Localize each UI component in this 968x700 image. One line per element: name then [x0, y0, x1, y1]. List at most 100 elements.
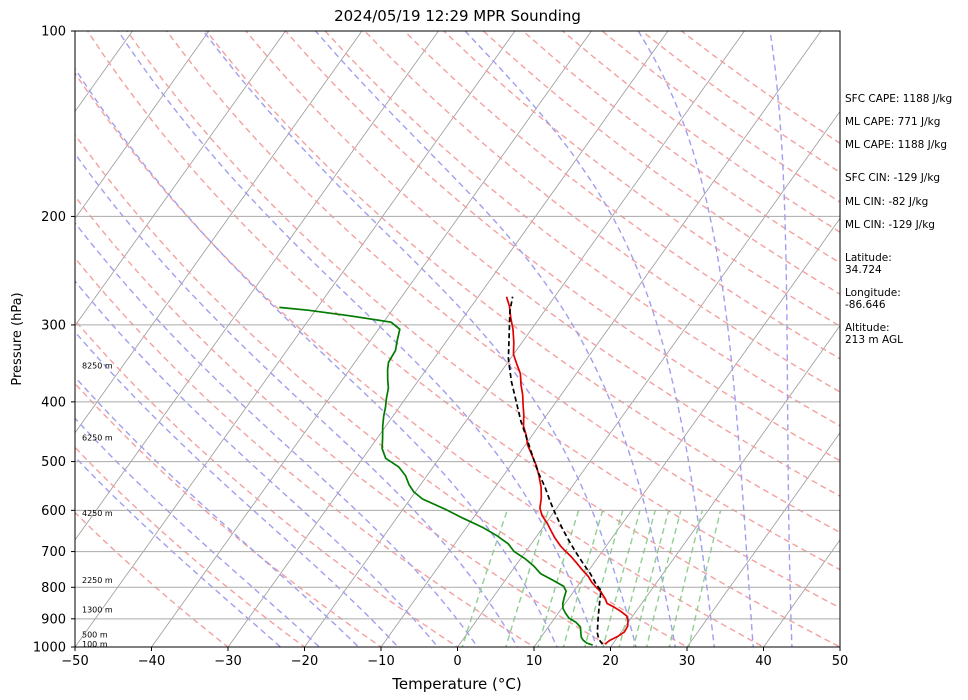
mixing-ratio-line [602, 510, 641, 647]
y-tick-label: 600 [41, 504, 66, 519]
longitude-value: -86.646 [845, 299, 886, 311]
longitude-block: Longitude: -86.646 [845, 287, 901, 311]
sfc-cape-text: SFC CAPE: 1188 J/kg [845, 93, 953, 105]
dry-adiabat-line [75, 195, 612, 647]
x-axis-label: Temperature (°C) [391, 675, 521, 693]
y-tick-label: 300 [41, 318, 66, 333]
mixing-ratio-line [584, 510, 624, 647]
moist-adiabat-line [75, 417, 321, 647]
mixing-ratio-line [632, 510, 670, 647]
moist-adiabat-line [464, 31, 716, 647]
y-tick-label: 500 [41, 455, 66, 470]
isotherm-line [75, 31, 210, 220]
height-label: 2250 m [82, 576, 113, 585]
ml-cin-alt-text: ML CIN: -129 J/kg [845, 219, 935, 231]
y-tick-label: 100 [41, 25, 66, 40]
y-tick-label: 700 [41, 545, 66, 560]
x-tick-label: −50 [61, 654, 88, 669]
isotherm-line [75, 31, 439, 541]
moist-adiabat-line [117, 31, 598, 647]
isotherm-line [151, 31, 592, 647]
height-label: 4250 m [82, 509, 113, 518]
dry-adiabat-line [205, 31, 840, 534]
dry-adiabat-line [442, 31, 840, 327]
moist-adiabat-line [314, 31, 677, 647]
longitude-label: Longitude: [845, 287, 901, 299]
dry-adiabat-line [126, 31, 840, 609]
moist-adiabat-line [75, 456, 282, 647]
mixing-ratio-line [668, 510, 703, 647]
isotherm-line [457, 110, 840, 647]
isotherm-line [533, 217, 840, 647]
dry-adiabat-line [75, 319, 459, 647]
mixing-ratio-line [461, 510, 508, 647]
dry-adiabat-line [284, 31, 840, 462]
x-tick-label: 20 [602, 654, 619, 669]
dry-adiabat-line [75, 71, 765, 647]
dry-adiabat-line [75, 256, 536, 647]
y-tick-label: 400 [41, 395, 66, 410]
y-tick-label: 800 [41, 581, 66, 596]
height-label: 1300 m [82, 606, 113, 615]
isotherm-line [304, 31, 745, 647]
height-label: 8250 m [82, 361, 113, 370]
altitude-label: Altitude: [845, 322, 890, 334]
moist-adiabat-line [75, 330, 399, 647]
isotherm-line [610, 325, 840, 647]
y-tick-label: 1000 [33, 641, 66, 656]
altitude-block: Altitude: 213 m AGL [845, 322, 903, 346]
moist-adiabat-line [75, 221, 479, 647]
mixing-ratio-line [505, 510, 550, 647]
mixing-ratio-line [618, 510, 656, 647]
latitude-block: Latitude: 34.724 [845, 252, 892, 276]
isotherm-line [763, 539, 840, 647]
dry-adiabat-line [75, 446, 306, 647]
ml-cin-text: ML CIN: -82 J/kg [845, 196, 929, 208]
ml-cape-alt-text: ML CAPE: 1188 J/kg [845, 139, 948, 151]
sfc-cin-text: SFC CIN: -129 J/kg [845, 172, 941, 184]
y-axis-label: Pressure (hPa) [10, 292, 25, 385]
dry-adiabat-line [86, 31, 840, 647]
x-tick-label: 0 [453, 654, 461, 669]
isotherm-line [686, 432, 840, 647]
mixing-ratio-line [645, 510, 682, 647]
mixing-ratio-line [688, 510, 722, 647]
height-label: 500 m [82, 631, 108, 640]
isotherm-line [75, 31, 363, 434]
temperature-trace [505, 296, 629, 645]
latitude-label: Latitude: [845, 252, 892, 264]
x-tick-label: 50 [832, 654, 849, 669]
x-tick-label: −10 [367, 654, 394, 669]
moist-adiabat-line [75, 152, 519, 647]
latitude-value: 34.724 [845, 264, 882, 276]
height-label: 100 m [82, 640, 108, 649]
moist-adiabat-line [637, 31, 754, 647]
dewpoint-trace [279, 306, 593, 646]
moist-adiabat-line [75, 67, 558, 647]
moist-adiabat-line [75, 376, 360, 647]
plot-frame [74, 30, 841, 648]
dry-adiabat-line [75, 133, 689, 647]
isotherm-line [227, 31, 669, 647]
parcel-path-trace [507, 296, 604, 645]
x-tick-label: −20 [291, 654, 318, 669]
dry-adiabat-line [75, 511, 230, 647]
x-tick-label: −40 [138, 654, 165, 669]
moist-adiabat-line [202, 31, 637, 647]
dry-adiabat-line [324, 31, 840, 427]
height-label: 6250 m [82, 434, 113, 443]
isotherm-line [75, 31, 286, 327]
chart-title: 2024/05/19 12:29 MPR Sounding [334, 7, 581, 25]
y-tick-label: 900 [41, 612, 66, 627]
dry-adiabat-line [165, 31, 840, 571]
moist-adiabat-line [769, 31, 793, 647]
altitude-value: 213 m AGL [845, 334, 903, 346]
y-tick-label: 200 [41, 210, 66, 225]
mixing-ratio-line [562, 510, 604, 647]
x-tick-label: 30 [679, 654, 696, 669]
ml-cape-text: ML CAPE: 771 J/kg [845, 116, 941, 128]
x-tick-label: 10 [526, 654, 543, 669]
x-tick-label: −30 [214, 654, 241, 669]
x-tick-label: 40 [755, 654, 772, 669]
